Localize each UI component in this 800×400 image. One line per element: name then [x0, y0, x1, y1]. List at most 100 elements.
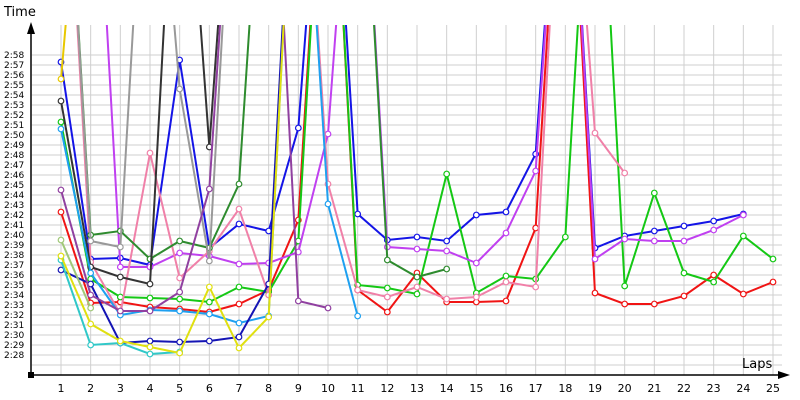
data-point [116, 263, 124, 271]
y-tick-label: 2:33 [4, 301, 24, 311]
origin-marker [28, 372, 34, 378]
x-tick-label: 23 [707, 382, 721, 395]
data-point [235, 283, 243, 291]
data-point [146, 350, 154, 358]
data-point [116, 337, 124, 345]
data-point [235, 220, 243, 228]
data-point [146, 343, 154, 351]
data-point [650, 189, 658, 197]
data-point [146, 280, 154, 288]
data-point [502, 229, 510, 237]
data-point [146, 294, 154, 302]
data-point [680, 237, 688, 245]
y-tick-label: 2:29 [4, 341, 24, 351]
x-tick-label: 17 [529, 382, 543, 395]
data-point [532, 167, 540, 175]
data-point [116, 307, 124, 315]
data-point [176, 249, 184, 257]
data-point [650, 227, 658, 235]
data-point [235, 300, 243, 308]
data-point [205, 283, 213, 291]
data-point [710, 217, 718, 225]
data-point [413, 245, 421, 253]
data-point [502, 272, 510, 280]
data-point [235, 344, 243, 352]
data-point [235, 333, 243, 341]
data-point [739, 290, 747, 298]
y-tick-label: 2:41 [4, 221, 24, 231]
x-tick-label: 20 [618, 382, 632, 395]
y-tick-label: 2:31 [4, 321, 24, 331]
data-point [324, 130, 332, 138]
x-tick-label: 4 [147, 382, 154, 395]
x-tick-label: 24 [736, 382, 750, 395]
data-point [235, 319, 243, 327]
series-yellow [57, 25, 285, 357]
y-tick-label: 2:34 [4, 291, 24, 301]
data-point [294, 297, 302, 305]
x-tick-label: 25 [766, 382, 780, 395]
y-tick-label: 2:46 [4, 171, 24, 181]
y-tick-label: 2:51 [4, 121, 24, 131]
data-point [502, 278, 510, 286]
y-tick-label: 2:38 [4, 251, 24, 261]
data-point [354, 312, 362, 320]
series-purple [57, 25, 332, 315]
data-point [205, 185, 213, 193]
data-point [87, 304, 95, 312]
series-green [57, 25, 777, 306]
data-point [621, 300, 629, 308]
data-point [680, 269, 688, 277]
data-point [87, 269, 95, 277]
data-point [502, 297, 510, 305]
data-point [591, 255, 599, 263]
data-point [443, 237, 451, 245]
data-point [176, 295, 184, 303]
data-point [443, 265, 451, 273]
y-tick-label: 2:45 [4, 181, 24, 191]
data-point [176, 307, 184, 315]
y-tick-label: 2:54 [4, 91, 24, 101]
data-point [354, 286, 362, 294]
data-point [591, 289, 599, 297]
data-point [205, 310, 213, 318]
data-point [57, 186, 65, 194]
y-tick-label: 2:44 [4, 191, 24, 201]
y-tick-label: 2:50 [4, 131, 24, 141]
data-point [294, 124, 302, 132]
data-point [383, 256, 391, 264]
y-axis-tick-labels: 2:282:292:302:312:322:332:342:352:362:37… [4, 51, 24, 361]
data-point [650, 237, 658, 245]
data-point [57, 97, 65, 105]
data-point [472, 259, 480, 267]
x-axis-tick-labels: 1 2 3 4 5 6 7 8 9 10 11 12 13 14 15 16 17 18 19 20 21 22 23 24 2… [58, 382, 781, 395]
data-point [621, 169, 629, 177]
data-point [680, 222, 688, 230]
x-tick-label: 10 [321, 382, 335, 395]
series-olive-green [57, 236, 95, 312]
grid-lines [32, 25, 782, 376]
x-tick-label: 8 [265, 382, 272, 395]
data-point [739, 232, 747, 240]
data-point [413, 290, 421, 298]
x-tick-label: 9 [295, 382, 302, 395]
series-lines [57, 25, 777, 358]
y-tick-label: 2:58 [4, 51, 24, 61]
y-tick-label: 2:47 [4, 161, 24, 171]
data-point [561, 233, 569, 241]
y-tick-label: 2:37 [4, 261, 24, 271]
data-point [591, 129, 599, 137]
y-tick-label: 2:48 [4, 151, 24, 161]
data-point [87, 291, 95, 299]
y-tick-label: 2:56 [4, 71, 24, 81]
data-point [205, 337, 213, 345]
x-tick-label: 19 [588, 382, 602, 395]
data-point [413, 283, 421, 291]
data-point [205, 257, 213, 265]
data-point [769, 278, 777, 286]
x-tick-label: 13 [410, 382, 424, 395]
data-point [680, 292, 688, 300]
x-tick-label: 12 [380, 382, 394, 395]
series-gray [77, 25, 224, 265]
